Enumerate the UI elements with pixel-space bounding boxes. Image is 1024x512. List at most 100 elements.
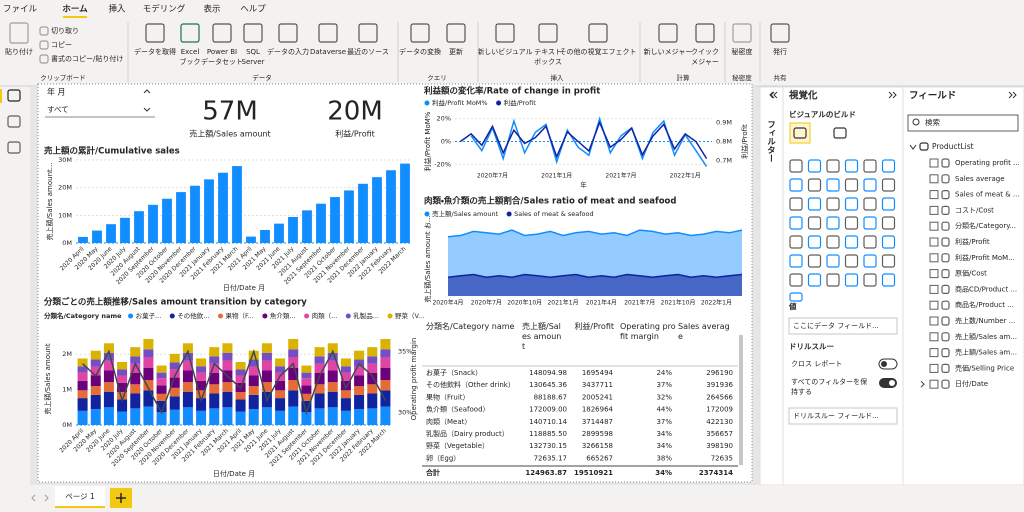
field-name[interactable]: 利益/Profit MoM... (955, 253, 1015, 262)
bar-segment[interactable] (261, 370, 272, 383)
bar-segment[interactable] (340, 390, 351, 399)
field-name[interactable]: 売上数/Number ... (955, 316, 1015, 325)
bar[interactable] (400, 163, 410, 243)
field-name[interactable]: 売上額/Sales am... (955, 332, 1017, 341)
bar-segment[interactable] (156, 412, 167, 425)
bar-segment[interactable] (156, 378, 167, 386)
bar-segment[interactable] (143, 406, 154, 425)
icon[interactable] (863, 197, 877, 211)
bar-segment[interactable] (209, 372, 220, 385)
bar[interactable] (92, 230, 102, 243)
bar-segment[interactable] (314, 393, 325, 409)
field-name[interactable]: Sales average (955, 175, 1005, 183)
field-checkbox[interactable] (929, 300, 939, 310)
bar-segment[interactable] (117, 399, 128, 412)
icon[interactable] (881, 178, 896, 192)
icon[interactable] (833, 127, 847, 139)
bar-segment[interactable] (90, 350, 101, 360)
bar-segment[interactable] (340, 380, 351, 391)
bar-segment[interactable] (354, 386, 365, 395)
field-name[interactable]: 分類名/Category... (955, 221, 1016, 230)
bar-segment[interactable] (235, 399, 246, 412)
field-checkbox[interactable] (929, 205, 939, 215)
bar[interactable] (78, 236, 88, 243)
ribbon-button[interactable]: データセット (201, 57, 243, 66)
icon[interactable] (732, 23, 752, 43)
icon[interactable] (789, 292, 803, 302)
bar-segment[interactable] (196, 358, 207, 367)
bar-segment[interactable] (301, 393, 312, 401)
bar-segment[interactable] (248, 386, 259, 395)
ribbon-button[interactable]: その他の視覚エフェクト (560, 47, 637, 56)
bar-segment[interactable] (327, 370, 338, 383)
bar-segment[interactable] (354, 375, 365, 387)
icon[interactable] (826, 216, 840, 230)
icon[interactable] (844, 254, 859, 268)
icon[interactable] (789, 273, 803, 287)
bar-segment[interactable] (235, 375, 246, 383)
icon[interactable] (789, 216, 803, 230)
bar-segment[interactable] (182, 343, 193, 353)
ribbon-tab[interactable]: モデリング (143, 4, 186, 15)
bar[interactable] (176, 192, 186, 243)
slicer-chevron[interactable] (143, 107, 151, 112)
bar[interactable] (330, 197, 340, 243)
icon[interactable] (145, 23, 165, 43)
field-checkbox[interactable] (929, 174, 939, 184)
area-line[interactable] (447, 229, 743, 238)
bar-segment[interactable] (77, 366, 88, 373)
field-checkbox[interactable] (929, 363, 939, 373)
bar-segment[interactable] (196, 372, 207, 381)
area-line[interactable] (447, 273, 743, 278)
bar-segment[interactable] (380, 357, 391, 368)
bar-segment[interactable] (117, 392, 128, 400)
bar[interactable] (260, 229, 270, 243)
bar-segment[interactable] (130, 393, 141, 409)
bar-segment[interactable] (380, 349, 391, 358)
ribbon-tab[interactable]: ホーム (62, 5, 88, 15)
bar-segment[interactable] (143, 367, 154, 381)
ribbon-button[interactable]: 書式のコピー/貼り付け (51, 54, 123, 63)
bar-segment[interactable] (196, 390, 207, 399)
ribbon-tab[interactable]: 表示 (203, 4, 220, 15)
ribbon-button[interactable]: Dataverse (310, 48, 346, 56)
filters-title[interactable]: フィルター (766, 120, 776, 163)
bar-segment[interactable] (301, 400, 312, 413)
expand-arrow[interactable] (920, 380, 925, 388)
icon[interactable] (410, 23, 430, 43)
field-name[interactable]: 売上額/Sales am... (955, 348, 1017, 357)
legend-label[interactable]: 利益/Profit (504, 98, 537, 107)
bar-segment[interactable] (288, 380, 299, 391)
bar-segment[interactable] (235, 369, 246, 376)
bar-segment[interactable] (143, 380, 154, 391)
icon[interactable] (212, 23, 232, 43)
bar-segment[interactable] (275, 358, 286, 367)
bar-segment[interactable] (340, 366, 351, 373)
bar-segment[interactable] (77, 380, 88, 391)
bar-segment[interactable] (380, 406, 391, 425)
bar-segment[interactable] (367, 356, 378, 364)
bar[interactable] (134, 211, 144, 243)
ribbon-button[interactable]: 更新 (449, 47, 463, 56)
collapse-icon[interactable] (770, 91, 778, 99)
icon[interactable] (446, 23, 466, 43)
bar-segment[interactable] (117, 362, 128, 370)
collapse-icon[interactable] (769, 91, 774, 99)
bar-segment[interactable] (209, 384, 220, 394)
bar-segment[interactable] (117, 382, 128, 393)
ribbon-button[interactable]: コピー (51, 41, 72, 49)
icon[interactable] (863, 235, 877, 249)
bar-segment[interactable] (261, 360, 272, 371)
bar-segment[interactable] (130, 356, 141, 364)
icon[interactable] (538, 23, 558, 43)
bar[interactable] (288, 216, 298, 243)
field-table[interactable]: ProductList (932, 142, 974, 151)
bar-segment[interactable] (209, 347, 220, 357)
field-checkbox[interactable] (929, 269, 939, 279)
icon[interactable] (863, 273, 877, 287)
bar-segment[interactable] (327, 360, 338, 371)
ribbon-button[interactable]: 切り取り (51, 27, 79, 35)
page-tab[interactable] (55, 486, 105, 508)
ribbon-button[interactable]: メジャー (691, 58, 719, 66)
icon[interactable] (658, 23, 678, 43)
